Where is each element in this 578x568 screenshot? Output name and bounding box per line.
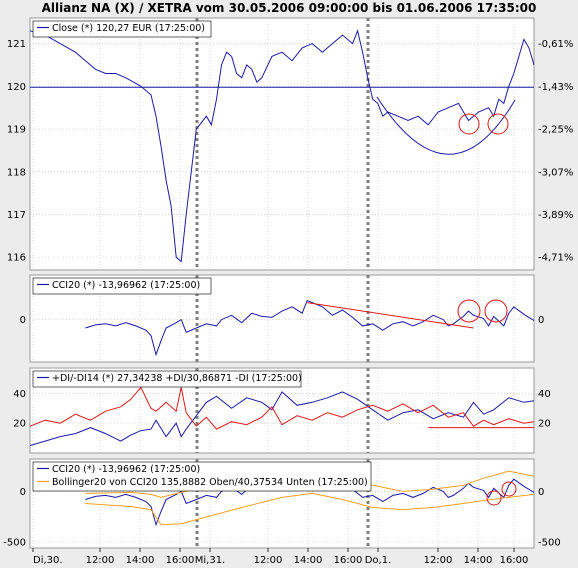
bowl-arc bbox=[376, 96, 516, 155]
legend-label: CCI20 (*) -13,96962 (17:25:00) bbox=[52, 464, 200, 475]
x-tick-label: Mi,31. bbox=[195, 555, 226, 566]
price-panel: 121 -0,61% 120 -1,43% 119 -2,25% 118 -3,07% 117 -… bbox=[7, 17, 573, 271]
x-tick-label: 14:00 bbox=[464, 555, 493, 566]
y-tick-right: -1,43% bbox=[538, 82, 573, 93]
series-line-cci-0 bbox=[85, 299, 535, 357]
x-tick-label: 14:00 bbox=[294, 555, 323, 566]
y-tick-left: 0 bbox=[20, 487, 26, 498]
y-tick-right: -4,71% bbox=[538, 253, 573, 264]
y-tick-right: -2,25% bbox=[538, 125, 573, 136]
x-tick-label: 16:00 bbox=[334, 555, 363, 566]
chart-title: Allianz NA (X) / XETRA vom 30.05.2006 09… bbox=[41, 1, 537, 15]
x-tick-label: 12:00 bbox=[424, 555, 453, 566]
series-line-dmi-0 bbox=[29, 391, 535, 446]
legend-box bbox=[32, 277, 212, 295]
y-tick-right: -0,61% bbox=[538, 39, 573, 50]
x-axis: Di,30. 12:00 14:00 16:00 Mi,31. 12:00 14:00 16:… bbox=[32, 548, 529, 566]
x-tick-label: 16:00 bbox=[166, 555, 195, 566]
x-tick-label: Do,1. bbox=[365, 555, 392, 566]
y-tick-right: 0 bbox=[538, 487, 544, 498]
highlight-circle bbox=[487, 113, 509, 135]
series-line-price-0 bbox=[29, 29, 535, 263]
y-tick-left: 0 bbox=[20, 315, 26, 326]
x-tick-label: 14:00 bbox=[126, 555, 155, 566]
y-tick-left: 116 bbox=[7, 253, 26, 264]
highlight-circle bbox=[484, 299, 508, 323]
legend-box bbox=[32, 461, 372, 492]
x-tick-label: 12:00 bbox=[86, 555, 115, 566]
y-tick-left: 119 bbox=[7, 125, 26, 136]
highlight-circle bbox=[486, 490, 502, 506]
y-tick-right: 20 bbox=[538, 419, 551, 430]
legend-label: +DI/-DI14 (*) 27,34238 +DI/30,86871 -DI … bbox=[52, 373, 302, 384]
series-line-bollinger-2 bbox=[85, 492, 535, 526]
x-tick-label: Di,30. bbox=[33, 555, 63, 566]
x-tick-label: 12:00 bbox=[254, 555, 283, 566]
highlight-circle bbox=[458, 113, 480, 135]
legend-box bbox=[32, 20, 212, 38]
highlight-circle bbox=[501, 481, 517, 497]
y-tick-left: 121 bbox=[7, 39, 26, 50]
y-tick-right: -3,89% bbox=[538, 210, 573, 221]
annotation-layer bbox=[376, 96, 517, 506]
cci-panel: 0 0 CCI20 (*) -13,96962 (17:25:00) bbox=[20, 274, 544, 363]
dmi-panel: 40 40 20 20 +DI/-DI14 (*) 27,34238 +DI/30,86… bbox=[13, 367, 551, 454]
legend-label: Bollinger20 von CCI20 135,8882 Oben/40,3… bbox=[52, 477, 368, 488]
y-tick-left: -500 bbox=[3, 537, 26, 548]
y-tick-left: 117 bbox=[7, 210, 26, 221]
legend-label: Close (*) 120,27 EUR (17:25:00) bbox=[52, 23, 205, 34]
plot-area bbox=[29, 17, 535, 271]
y-tick-left: 40 bbox=[13, 389, 26, 400]
y-tick-left: 118 bbox=[7, 167, 26, 178]
series-line-cci-1 bbox=[307, 302, 474, 329]
y-tick-right: 40 bbox=[538, 389, 551, 400]
y-tick-right: -500 bbox=[538, 537, 561, 548]
series-line-dmi-1 bbox=[29, 386, 535, 430]
y-tick-left: 120 bbox=[7, 82, 26, 93]
bollinger-panel: 0 0 -500 -500 CCI20 (*) -13,96962 (17:25:00)… bbox=[3, 458, 561, 549]
y-tick-right: -3,07% bbox=[538, 167, 573, 178]
x-tick-label: 16:00 bbox=[500, 555, 529, 566]
y-tick-left: 20 bbox=[13, 419, 26, 430]
y-tick-right: 0 bbox=[538, 315, 544, 326]
legend-label: CCI20 (*) -13,96962 (17:25:00) bbox=[52, 280, 200, 291]
legend-box bbox=[32, 370, 302, 388]
highlight-circle bbox=[457, 299, 481, 323]
